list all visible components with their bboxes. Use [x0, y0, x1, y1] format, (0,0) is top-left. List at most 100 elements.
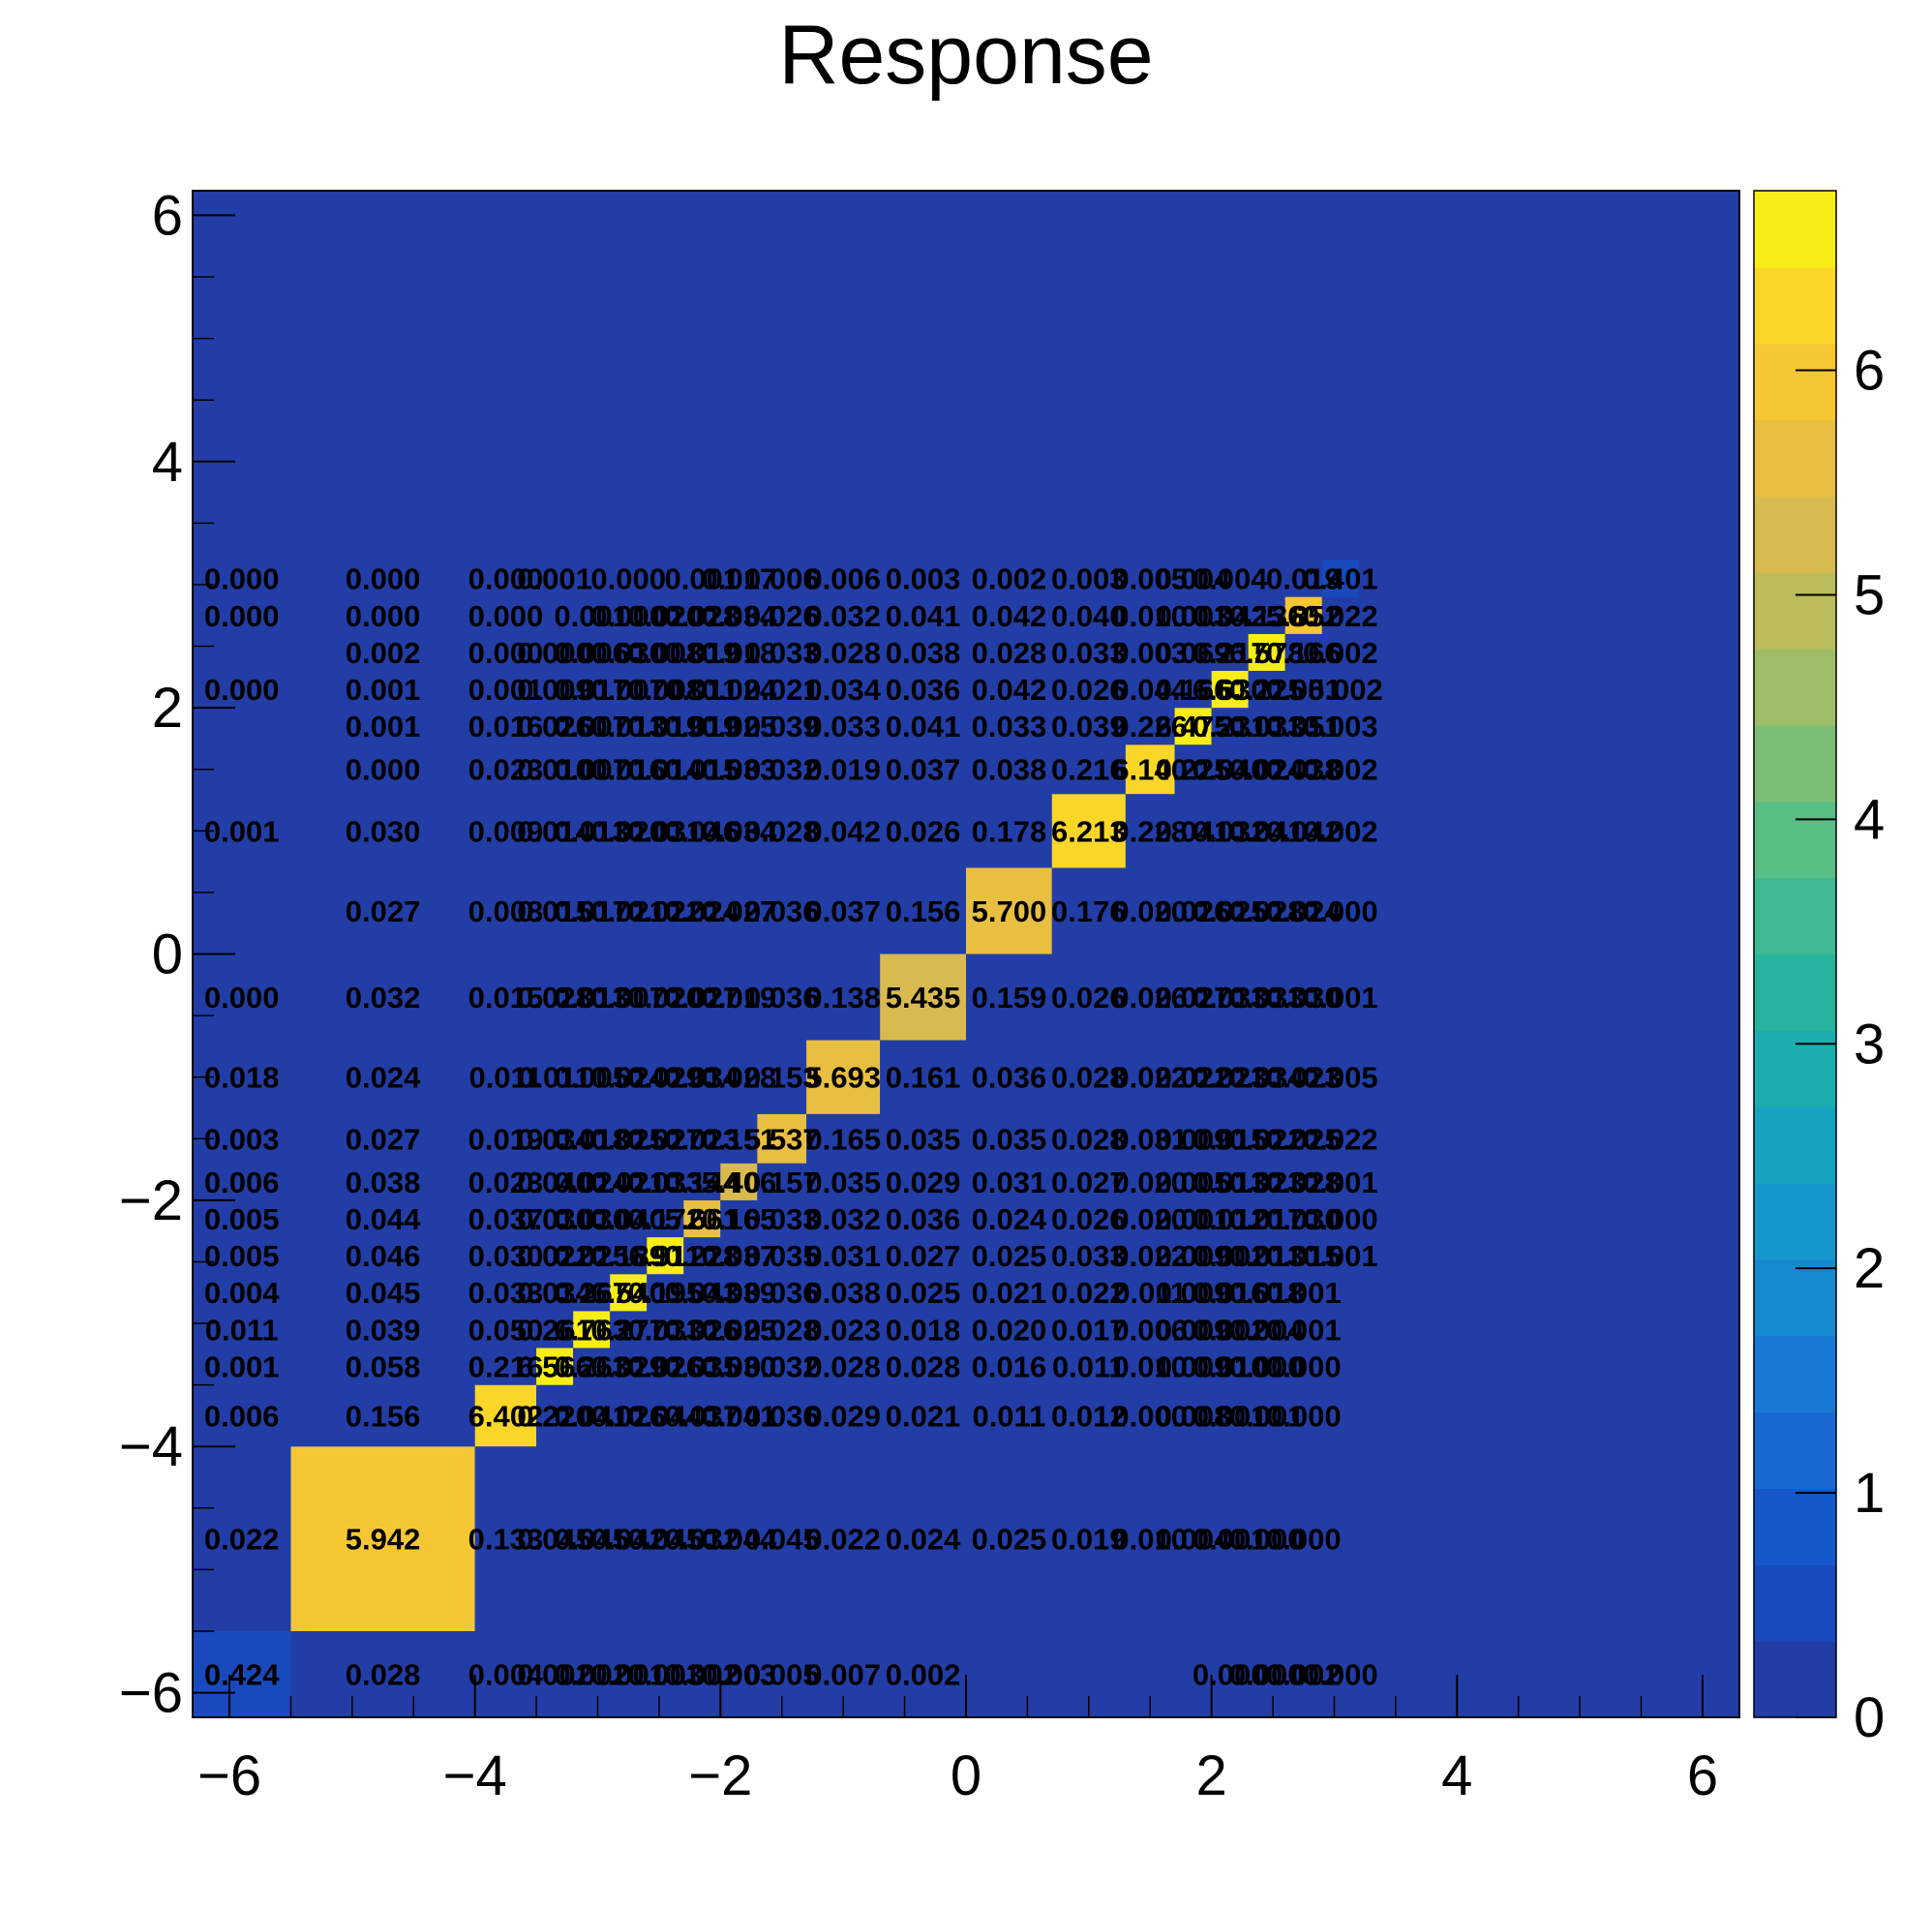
- cell-value-label: 0.032: [665, 1523, 740, 1557]
- cell-value-label: 0.034: [517, 1276, 592, 1310]
- cell-value-label: 0.001: [1266, 1313, 1342, 1347]
- colorbar-segment: [1754, 496, 1836, 573]
- cell-value-label: 0.033: [1192, 981, 1268, 1015]
- heatmap-cell: [573, 1274, 611, 1312]
- cell-value-label: 0.033: [628, 1313, 704, 1347]
- cell-value-label: 0.136: [1229, 599, 1305, 633]
- cell-value-label: 0.037: [702, 1239, 777, 1273]
- cell-value-label: 0.001: [1192, 1399, 1268, 1433]
- cell-value-label: 0.032: [805, 599, 881, 633]
- colorbar-segment: [1754, 266, 1836, 345]
- cell-value-label: 0.226: [1112, 710, 1188, 743]
- cell-value-label: 0.000: [590, 562, 666, 596]
- cell-value-label: 0.058: [346, 1350, 421, 1384]
- heatmap-cell: [966, 954, 1052, 1041]
- cell-value-label: 0.019: [665, 710, 740, 743]
- cell-value-label: 0.007: [554, 710, 629, 743]
- cell-value-label: 0.035: [665, 1350, 740, 1384]
- cell-value-label: 0.002: [1192, 1313, 1268, 1347]
- cell-value-label: 0.166: [1156, 673, 1231, 707]
- cell-value-label: 0.159: [972, 981, 1047, 1015]
- cell-value-label: 0.011: [468, 1061, 542, 1095]
- cell-value-label: 0.045: [628, 1523, 704, 1557]
- cell-value-label: 0.022: [1112, 1061, 1188, 1095]
- cell-value-label: 0.011: [665, 673, 739, 707]
- cell-value-label: 0.005: [1303, 1061, 1378, 1095]
- cell-value-label: 0.002: [1303, 814, 1378, 848]
- cell-value-label: 0.041: [1156, 814, 1231, 848]
- cell-value-label: 0.036: [744, 1399, 820, 1433]
- heatmap-cell: [683, 1237, 721, 1275]
- cell-value-label: 0.007: [805, 1658, 881, 1692]
- cell-value-label: 0.015: [517, 894, 592, 928]
- cell-value-label: 0.026: [1051, 981, 1127, 1015]
- cell-value-label: 0.138: [805, 981, 881, 1015]
- cell-value-label: 0.036: [744, 981, 820, 1015]
- cell-value-label: 0.006: [805, 562, 881, 596]
- heatmap-cell: [1051, 794, 1126, 868]
- cell-value-label: 5.435: [886, 981, 961, 1015]
- cell-value-label: 0.001: [517, 562, 592, 596]
- heatmap-cell: [536, 1311, 574, 1348]
- cell-value-label: 0.000: [468, 599, 544, 633]
- cell-value-label: 0.022: [1156, 1061, 1231, 1095]
- cell-value-label: 0.005: [204, 1239, 280, 1273]
- cell-value-label: 0.022: [1303, 1122, 1378, 1156]
- cell-value-label: 0.042: [805, 814, 881, 848]
- cell-value-label: 6.911: [628, 1239, 702, 1273]
- cell-value-label: 0.033: [1051, 1239, 1127, 1273]
- cell-value-label: 0.004: [468, 1658, 544, 1692]
- heatmap-cell: [474, 1446, 537, 1631]
- heatmap-cell: [1051, 867, 1126, 954]
- cell-value-label: 0.012: [1051, 1399, 1127, 1433]
- cell-value-label: 0.033: [1229, 710, 1305, 743]
- cell-value-label: 0.023: [665, 1122, 740, 1156]
- heatmap-cell: [1211, 633, 1249, 671]
- heatmap-cell: [966, 867, 1052, 954]
- colorbar-segment: [1754, 1030, 1836, 1107]
- cell-value-label: 0.002: [554, 1658, 629, 1692]
- cell-value-label: 0.025: [886, 1276, 961, 1310]
- cell-value-label: 0.000: [204, 599, 280, 633]
- cell-value-label: 0.030: [554, 1202, 629, 1236]
- cell-value-label: 0.016: [972, 1350, 1047, 1384]
- cell-value-label: 5.852: [1266, 599, 1342, 633]
- cell-value-label: 0.025: [554, 1239, 629, 1273]
- heatmap-cell: [193, 1631, 291, 1717]
- colorbar-tick-label: 4: [1854, 788, 1885, 851]
- cell-value-label: 0.165: [805, 1122, 881, 1156]
- cell-value-label: 0.030: [590, 636, 666, 670]
- cell-value-label: 0.165: [702, 1202, 777, 1236]
- cell-value-label: 0.216: [468, 1350, 544, 1384]
- y-tick-label: −4: [119, 1415, 183, 1478]
- cell-value-label: 0.003: [1112, 636, 1188, 670]
- heatmap-cell: [536, 1384, 574, 1447]
- cell-value-label: 0.195: [628, 1276, 704, 1310]
- cell-value-label: 0.034: [702, 599, 777, 633]
- cell-value-label: 0.026: [1112, 981, 1188, 1015]
- cell-value-label: 0.022: [628, 894, 704, 928]
- heatmap-cell: [1051, 744, 1126, 795]
- cell-value-label: 0.005: [204, 1202, 280, 1236]
- heatmap-cell: [757, 1040, 807, 1114]
- x-tick-label: 4: [1441, 1744, 1472, 1807]
- cell-value-label: 0.035: [805, 1166, 881, 1199]
- heatmap-cell: [806, 954, 881, 1041]
- cell-value-label: 6.566: [517, 1350, 592, 1384]
- cell-value-label: 0.000: [590, 599, 666, 633]
- cell-value-label: 0.032: [1192, 814, 1268, 848]
- colorbar-segment: [1754, 1106, 1836, 1184]
- cell-value-label: 0.001: [468, 673, 544, 707]
- colorbar-segment: [1754, 649, 1836, 726]
- x-tick-label: −2: [688, 1744, 752, 1807]
- heatmap-cell: [880, 867, 966, 954]
- cell-value-label: 0.010: [1112, 1350, 1188, 1384]
- cell-value-label: 0.040: [590, 1202, 666, 1236]
- cell-value-label: 0.022: [1112, 1239, 1188, 1273]
- cell-value-label: 0.045: [744, 1523, 820, 1557]
- cell-value-label: 0.039: [1051, 710, 1127, 743]
- cell-value-label: 0.035: [886, 1122, 961, 1156]
- cell-value-label: 0.018: [886, 1313, 961, 1347]
- cell-value-label: 0.002: [1303, 636, 1378, 670]
- cell-value-label: 0.009: [1156, 1122, 1231, 1156]
